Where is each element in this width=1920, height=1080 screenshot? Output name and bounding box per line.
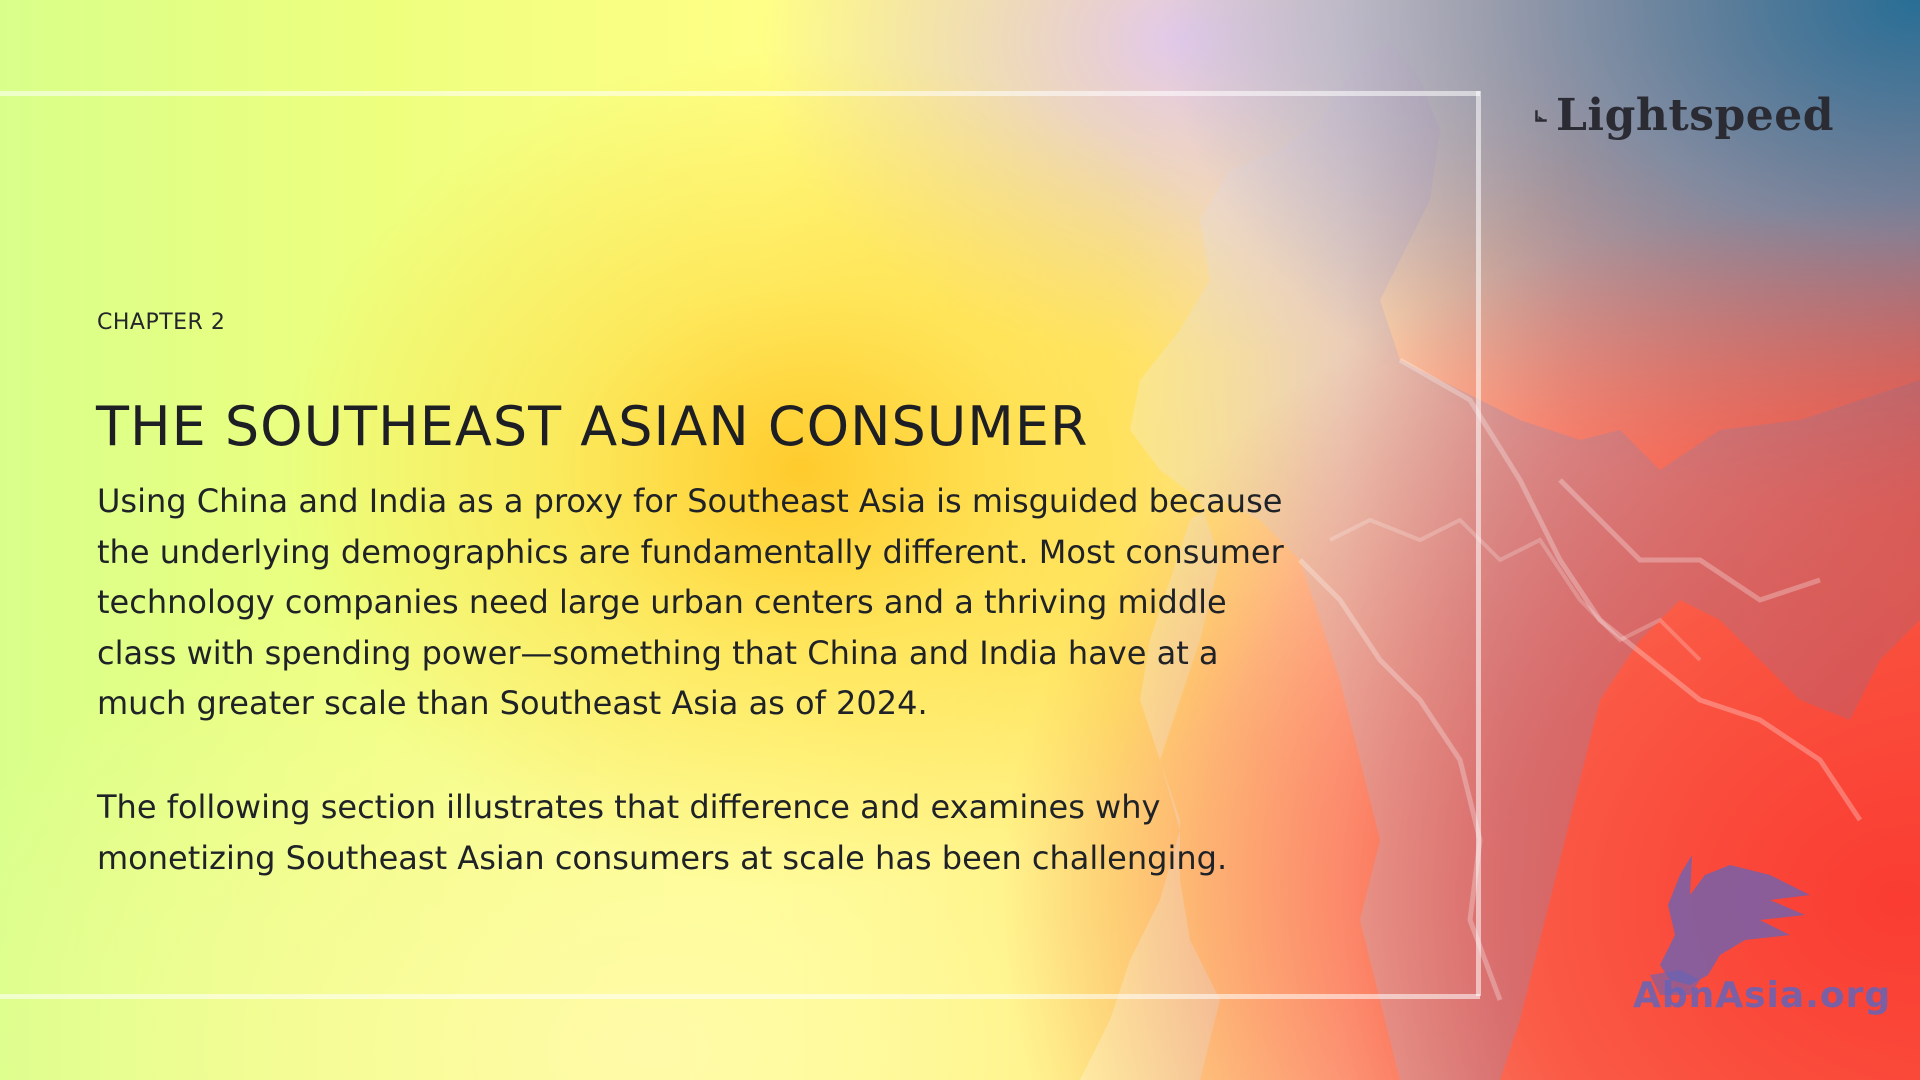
frame-bottom-line <box>0 994 1480 999</box>
frame-right-line <box>1476 91 1481 996</box>
body-paragraph-1: Using China and India as a proxy for Sou… <box>97 482 1284 722</box>
body-paragraph-2: The following section illustrates that d… <box>97 788 1228 877</box>
brand-name: Lightspeed <box>1555 90 1834 141</box>
chapter-label: CHAPTER 2 <box>97 310 226 335</box>
griffin-icon <box>1650 855 1810 995</box>
lightspeed-logo-icon <box>1535 110 1547 122</box>
frame-top-line <box>0 91 1480 96</box>
page-title: THE SOUTHEAST ASIAN CONSUMER <box>96 395 1089 459</box>
watermark-text: AbnAsia.org <box>1633 975 1892 1016</box>
brand-logo: Lightspeed <box>1534 86 1834 146</box>
